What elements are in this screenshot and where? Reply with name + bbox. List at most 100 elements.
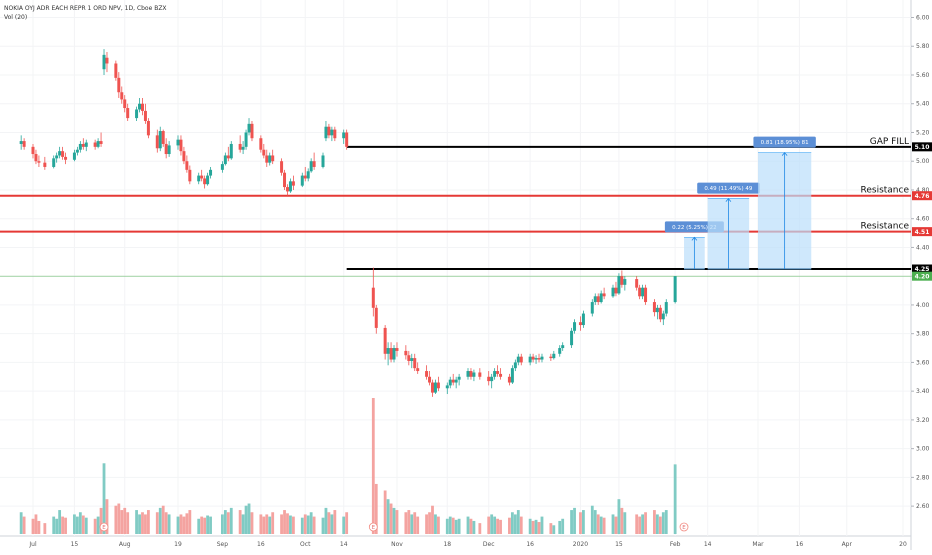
candle[interactable]	[114, 60, 118, 81]
candle[interactable]	[407, 350, 411, 366]
candle[interactable]	[138, 97, 142, 113]
candle[interactable]	[241, 141, 245, 155]
candle[interactable]	[590, 299, 594, 317]
candle[interactable]	[155, 129, 159, 153]
candle[interactable]	[117, 72, 121, 98]
candle[interactable]	[37, 155, 41, 167]
candle[interactable]	[31, 143, 35, 159]
candle[interactable]	[306, 168, 310, 182]
candle[interactable]	[389, 342, 393, 363]
candle[interactable]	[19, 135, 23, 150]
candle[interactable]	[534, 355, 538, 364]
candle[interactable]	[472, 369, 476, 382]
candle[interactable]	[197, 172, 201, 185]
candle[interactable]	[244, 129, 248, 150]
candle[interactable]	[78, 141, 82, 153]
candle[interactable]	[64, 152, 68, 165]
candle[interactable]	[540, 353, 544, 363]
earnings-marker[interactable]	[368, 522, 378, 532]
candle[interactable]	[58, 146, 62, 159]
candle[interactable]	[265, 149, 269, 167]
candle[interactable]	[280, 158, 284, 176]
candle[interactable]	[661, 310, 665, 326]
candle[interactable]	[392, 345, 396, 363]
candle[interactable]	[454, 376, 458, 389]
candle[interactable]	[120, 86, 124, 104]
candle[interactable]	[161, 129, 165, 147]
candle[interactable]	[395, 342, 399, 357]
candle[interactable]	[549, 353, 553, 361]
candle[interactable]	[644, 284, 648, 305]
earnings-marker[interactable]	[679, 522, 689, 532]
candle[interactable]	[99, 132, 103, 147]
candle[interactable]	[599, 290, 603, 304]
candle[interactable]	[52, 155, 56, 169]
candle[interactable]	[383, 325, 387, 360]
candle[interactable]	[247, 118, 251, 136]
candle[interactable]	[22, 138, 26, 150]
candle[interactable]	[617, 273, 621, 295]
candle[interactable]	[288, 178, 292, 193]
candle[interactable]	[416, 362, 420, 374]
candle[interactable]	[123, 95, 127, 113]
candle[interactable]	[445, 382, 449, 395]
candle[interactable]	[220, 161, 224, 173]
candle[interactable]	[345, 129, 349, 150]
candle[interactable]	[614, 281, 618, 297]
candle[interactable]	[333, 126, 337, 142]
candle[interactable]	[490, 373, 494, 389]
candle[interactable]	[226, 146, 230, 162]
candle[interactable]	[250, 120, 254, 142]
candle[interactable]	[146, 118, 150, 139]
candle[interactable]	[602, 287, 606, 300]
candle[interactable]	[570, 327, 574, 349]
candle[interactable]	[499, 368, 503, 380]
candle[interactable]	[72, 149, 76, 162]
candle[interactable]	[448, 376, 452, 389]
candle[interactable]	[428, 371, 432, 386]
candle[interactable]	[203, 175, 207, 189]
candle[interactable]	[552, 350, 556, 360]
candle[interactable]	[573, 319, 577, 334]
candle[interactable]	[140, 97, 144, 116]
candle[interactable]	[433, 379, 437, 395]
candle[interactable]	[510, 365, 514, 384]
candle[interactable]	[558, 345, 562, 357]
candle[interactable]	[167, 141, 171, 157]
candle[interactable]	[105, 51, 109, 73]
candle[interactable]	[371, 267, 375, 317]
candle[interactable]	[229, 141, 233, 160]
candle[interactable]	[283, 169, 287, 190]
candle[interactable]	[327, 123, 331, 139]
candle[interactable]	[425, 365, 429, 380]
candle[interactable]	[531, 353, 535, 363]
candle[interactable]	[126, 103, 130, 121]
candle[interactable]	[223, 152, 227, 166]
candle[interactable]	[135, 106, 139, 121]
candle[interactable]	[312, 152, 316, 170]
candle[interactable]	[638, 284, 642, 300]
candle[interactable]	[519, 353, 523, 366]
candle[interactable]	[188, 165, 192, 185]
candle[interactable]	[300, 172, 304, 188]
candle[interactable]	[655, 304, 659, 320]
candle[interactable]	[324, 120, 328, 142]
candle[interactable]	[34, 149, 38, 165]
candle[interactable]	[430, 379, 434, 397]
candle[interactable]	[593, 293, 597, 305]
candle[interactable]	[466, 368, 470, 380]
candle[interactable]	[641, 284, 645, 300]
candle[interactable]	[321, 152, 325, 169]
candle[interactable]	[185, 155, 189, 173]
candle[interactable]	[200, 169, 204, 182]
candle[interactable]	[309, 158, 313, 173]
candle[interactable]	[158, 126, 162, 152]
candle[interactable]	[635, 276, 639, 291]
candle[interactable]	[342, 129, 346, 144]
candle[interactable]	[303, 166, 307, 182]
candle[interactable]	[404, 345, 408, 360]
candle[interactable]	[516, 353, 520, 366]
candle[interactable]	[206, 172, 210, 186]
candle[interactable]	[93, 139, 97, 150]
